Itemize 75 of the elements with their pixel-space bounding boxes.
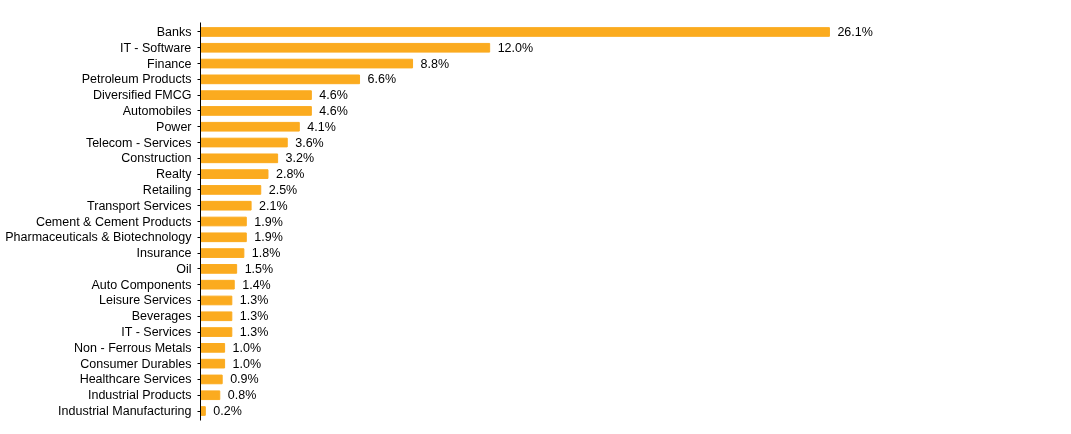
bar [200, 295, 233, 306]
y-tick-label: Transport Services [87, 198, 192, 213]
bar [200, 42, 491, 53]
y-tick-label: Oil [176, 261, 192, 276]
data-label: 3.2% [285, 151, 315, 166]
bar [200, 248, 245, 258]
y-tick-label: Telecom - Services [85, 135, 192, 150]
data-label: 1.3% [239, 293, 269, 308]
y-tick-label: Power [156, 119, 192, 134]
bar [200, 121, 300, 132]
data-label: 1.3% [239, 309, 269, 324]
data-label: 26.1% [837, 24, 873, 39]
y-tick-label: Consumer Durables [80, 356, 192, 371]
bar [200, 232, 247, 243]
data-label: 2.1% [259, 198, 288, 213]
bar [200, 374, 223, 385]
y-tick-label: Industrial Manufacturing [58, 404, 192, 419]
bar [200, 169, 269, 179]
y-tick-label: Finance [147, 56, 192, 71]
y-tick-label: Automobiles [122, 103, 192, 118]
bar [200, 311, 233, 322]
y-tick-label: Healthcare Services [79, 372, 192, 387]
y-tick-label: Retailing [142, 182, 192, 197]
bar [200, 185, 262, 195]
data-label: 1.9% [254, 214, 283, 229]
y-tick-label: Beverages [131, 309, 192, 324]
bar [200, 279, 235, 290]
data-label: 1.8% [251, 246, 281, 261]
y-tick-label: Leisure Services [99, 293, 192, 308]
bar [200, 106, 312, 116]
y-tick-label: Construction [121, 151, 192, 166]
data-label: 4.6% [319, 103, 348, 118]
y-tick-label: Non - Ferrous Metals [74, 340, 192, 355]
data-label: 2.8% [275, 167, 305, 182]
y-tick-label: IT - Software [119, 40, 192, 55]
data-label: 1.9% [254, 230, 283, 245]
y-tick-label: Petroleum Products [81, 72, 192, 87]
y-tick-label: Insurance [136, 246, 192, 261]
y-tick-label: Auto Components [91, 277, 192, 292]
data-label: 1.4% [242, 277, 271, 292]
y-tick-label: Pharmaceuticals & Biotechnology [5, 230, 193, 245]
bar [200, 358, 226, 369]
data-label: 0.9% [230, 372, 259, 387]
bar [200, 74, 361, 85]
y-tick-label: Diversified FMCG [92, 88, 192, 103]
data-label: 4.1% [307, 119, 336, 134]
bar [200, 90, 312, 100]
data-label: 1.5% [244, 261, 274, 276]
bar [200, 58, 414, 69]
bar [200, 27, 830, 37]
data-label: 4.6% [319, 88, 348, 103]
bar [200, 137, 288, 148]
bar [200, 327, 233, 337]
bar [200, 406, 206, 416]
data-label: 8.8% [420, 56, 450, 71]
data-label: 0.2% [213, 404, 242, 419]
y-tick-label: Industrial Products [87, 388, 192, 403]
data-label: 1.0% [232, 340, 262, 355]
data-label: 6.6% [367, 72, 397, 87]
y-tick-label: Cement & Cement Products [35, 214, 192, 229]
data-label: 12.0% [497, 40, 534, 55]
data-label: 1.3% [239, 325, 269, 340]
bar [200, 264, 238, 274]
data-label: 0.8% [227, 388, 257, 403]
bar [200, 390, 221, 401]
y-tick-label: Realty [156, 167, 193, 182]
bar [200, 200, 252, 211]
bar [200, 343, 226, 353]
bar [200, 216, 247, 227]
y-tick-label: IT - Services [121, 325, 192, 340]
y-tick-label: Banks [156, 24, 192, 39]
bar [200, 153, 279, 164]
data-label: 1.0% [232, 356, 262, 371]
data-label: 3.6% [295, 135, 324, 150]
data-label: 2.5% [268, 182, 298, 197]
